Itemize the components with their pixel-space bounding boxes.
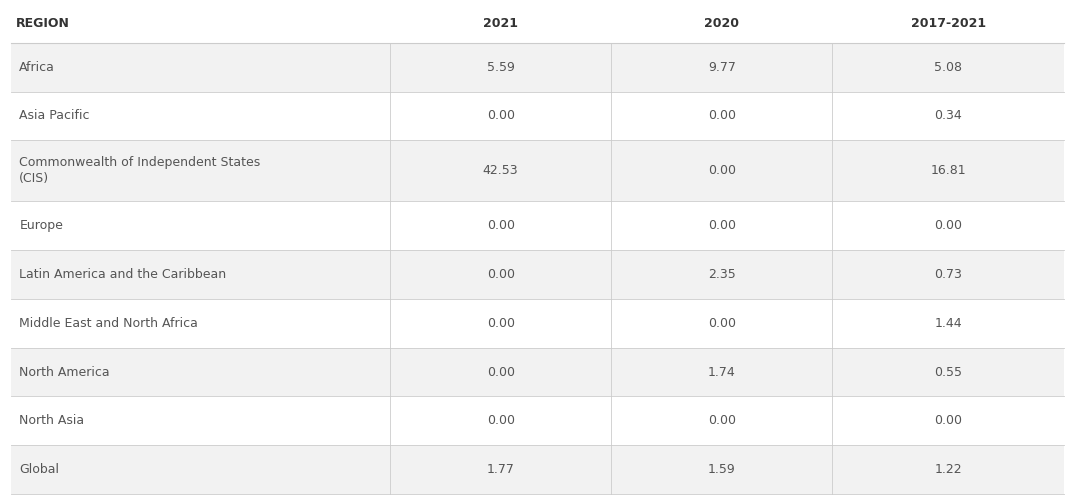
Text: 9.77: 9.77: [708, 60, 735, 74]
Text: North America: North America: [19, 365, 110, 379]
Text: 16.81: 16.81: [931, 164, 966, 177]
Text: REGION: REGION: [16, 17, 70, 30]
Text: Latin America and the Caribbean: Latin America and the Caribbean: [19, 268, 227, 281]
Text: 1.77: 1.77: [487, 463, 515, 476]
Text: 0.00: 0.00: [707, 164, 736, 177]
Bar: [11, 348, 1064, 396]
Bar: [11, 0, 1064, 43]
Text: Africa: Africa: [19, 60, 55, 74]
Text: 0.00: 0.00: [487, 365, 515, 379]
Text: 0.00: 0.00: [707, 414, 736, 427]
Text: Commonwealth of Independent States
(CIS): Commonwealth of Independent States (CIS): [19, 156, 260, 185]
Text: 0.00: 0.00: [934, 414, 962, 427]
Bar: [11, 445, 1064, 494]
Text: 2017-2021: 2017-2021: [911, 17, 986, 30]
Text: 1.74: 1.74: [708, 365, 735, 379]
Text: 2020: 2020: [704, 17, 740, 30]
Text: 5.59: 5.59: [487, 60, 515, 74]
Bar: [11, 43, 1064, 92]
Bar: [11, 92, 1064, 141]
Text: 0.00: 0.00: [707, 219, 736, 232]
Bar: [11, 299, 1064, 348]
Text: 42.53: 42.53: [483, 164, 518, 177]
Text: 2021: 2021: [483, 17, 518, 30]
Text: 0.73: 0.73: [934, 268, 962, 281]
Bar: [11, 250, 1064, 299]
Text: 0.00: 0.00: [487, 219, 515, 232]
Text: Asia Pacific: Asia Pacific: [19, 109, 90, 122]
Text: 5.08: 5.08: [934, 60, 962, 74]
Text: 0.00: 0.00: [487, 317, 515, 330]
Text: 0.34: 0.34: [934, 109, 962, 122]
Text: 2.35: 2.35: [708, 268, 735, 281]
Text: 0.00: 0.00: [487, 109, 515, 122]
Text: 1.44: 1.44: [934, 317, 962, 330]
Text: Europe: Europe: [19, 219, 63, 232]
Text: Middle East and North Africa: Middle East and North Africa: [19, 317, 198, 330]
Bar: [11, 396, 1064, 445]
Text: 0.55: 0.55: [934, 365, 962, 379]
Text: 0.00: 0.00: [487, 268, 515, 281]
Text: 0.00: 0.00: [707, 109, 736, 122]
Text: 0.00: 0.00: [934, 219, 962, 232]
Text: North Asia: North Asia: [19, 414, 85, 427]
Text: Global: Global: [19, 463, 59, 476]
Text: 1.22: 1.22: [934, 463, 962, 476]
Text: 0.00: 0.00: [487, 414, 515, 427]
Text: 0.00: 0.00: [707, 317, 736, 330]
Text: 1.59: 1.59: [708, 463, 735, 476]
Bar: [11, 201, 1064, 250]
